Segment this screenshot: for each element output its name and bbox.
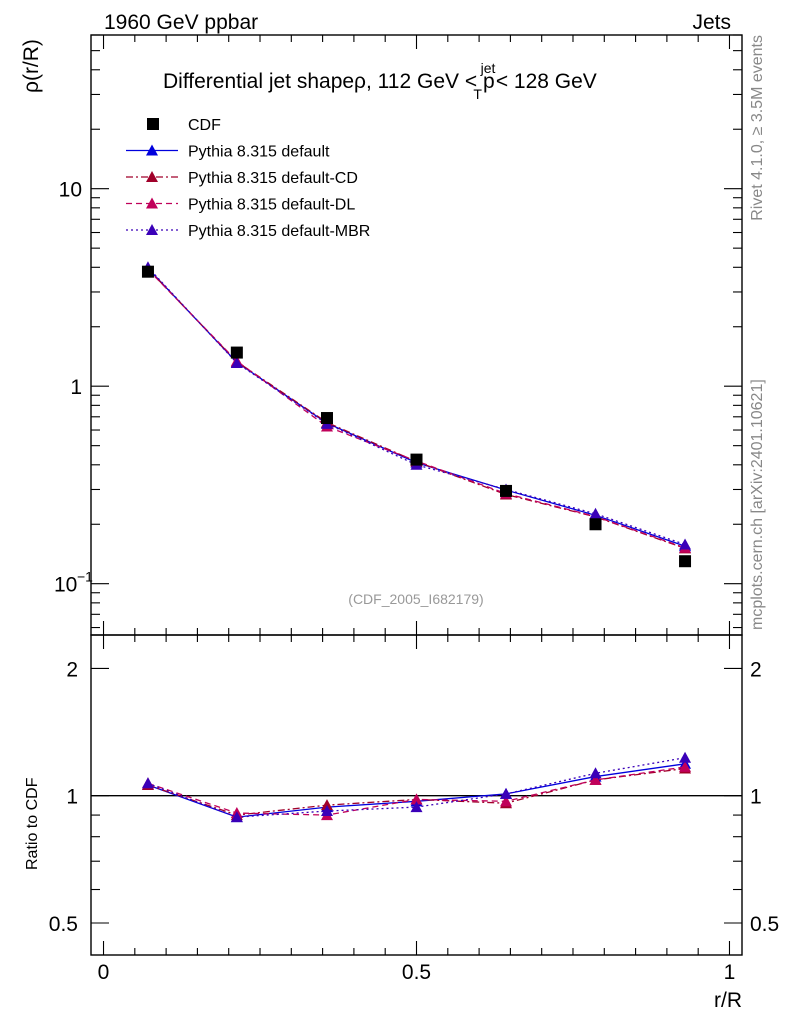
legend-item: Pythia 8.315 default-CD bbox=[126, 170, 358, 187]
series-pythia-8-315-default-mbr bbox=[141, 751, 692, 823]
series-marker bbox=[589, 767, 602, 779]
x-tick-label: 1 bbox=[724, 961, 736, 984]
x-tick-label: 0 bbox=[98, 961, 110, 984]
plot-title-main: Differential jet shapeρ, 112 GeV < p bbox=[163, 70, 495, 93]
series-marker bbox=[679, 538, 692, 550]
legend-label: Pythia 8.315 default bbox=[188, 144, 330, 161]
series-marker bbox=[500, 787, 513, 799]
series-marker bbox=[679, 751, 692, 763]
y-tick-label: 10 bbox=[59, 179, 82, 202]
cdf-data-point bbox=[589, 518, 602, 531]
series-line bbox=[147, 266, 686, 546]
ratio-y-tick-label-right: 2 bbox=[750, 658, 762, 681]
series-line bbox=[147, 268, 686, 549]
collision-label: 1960 GeV ppbar bbox=[104, 11, 258, 34]
legend-label: CDF bbox=[188, 117, 221, 134]
y-tick-label-exponent: −1 bbox=[77, 569, 93, 585]
series-line bbox=[147, 269, 686, 549]
legend-marker bbox=[146, 171, 158, 182]
y-tick-label: 10 bbox=[54, 574, 77, 597]
cdf-data-point bbox=[500, 484, 513, 497]
ratio-y-tick-label: 2 bbox=[66, 658, 78, 681]
plot-title-tail: < 128 GeV bbox=[490, 70, 597, 93]
legend-item: Pythia 8.315 default bbox=[126, 144, 330, 161]
ratio-y-tick-label: 1 bbox=[66, 786, 78, 809]
axis-ticks bbox=[91, 34, 742, 955]
legend: CDF Pythia 8.315 default Pythia 8.315 defa… bbox=[126, 117, 370, 240]
ratio-y-axis-title: Ratio to CDF bbox=[24, 777, 41, 870]
cdf-data-point bbox=[230, 346, 243, 359]
legend-marker bbox=[146, 197, 158, 209]
rivet-version-label: Rivet 4.1.0, ≥ 3.5M events bbox=[749, 35, 766, 221]
cdf-data-point bbox=[141, 265, 154, 278]
legend-marker bbox=[146, 224, 158, 235]
legend-item: Pythia 8.315 default-MBR bbox=[126, 223, 370, 240]
series-marker bbox=[500, 795, 513, 807]
legend-label: Pythia 8.315 default-CD bbox=[188, 170, 358, 187]
legend-label: Pythia 8.315 default-DL bbox=[188, 197, 355, 214]
series-marker bbox=[589, 507, 602, 519]
mcplots-reference-label: mcplots.cern.ch [arXiv:2401.10621] bbox=[749, 379, 766, 630]
cdf-data-point bbox=[410, 453, 423, 466]
ratio-y-tick-label-right: 0.5 bbox=[750, 913, 779, 936]
series-marker bbox=[320, 799, 333, 811]
legend-item: Pythia 8.315 default-DL bbox=[126, 197, 355, 214]
series-marker bbox=[410, 793, 423, 805]
plot-title-superscript: jet bbox=[480, 60, 496, 76]
cdf-data-point bbox=[679, 555, 692, 568]
legend-label: Pythia 8.315 default-MBR bbox=[188, 223, 370, 240]
ratio-y-tick-label: 0.5 bbox=[49, 913, 78, 936]
series-pythia-8-315-default-cd bbox=[141, 263, 692, 554]
x-tick-label: 0.5 bbox=[402, 961, 431, 984]
legend-marker bbox=[146, 144, 158, 156]
series-pythia-8-315-default bbox=[141, 262, 692, 552]
series-marker bbox=[410, 801, 423, 813]
series-pythia-8-315-default-dl bbox=[141, 263, 692, 553]
series-marker bbox=[589, 773, 602, 785]
series-marker bbox=[141, 777, 154, 789]
cdf-data-point bbox=[320, 412, 333, 425]
series-marker bbox=[679, 760, 692, 772]
y-tick-label: 1 bbox=[70, 376, 82, 399]
ratio-series bbox=[141, 751, 692, 823]
analysis-watermark: (CDF_2005_I682179) bbox=[348, 591, 483, 607]
series-line bbox=[147, 267, 686, 547]
main-y-axis-title: ρ(r/R) bbox=[20, 39, 43, 93]
series-marker bbox=[320, 805, 333, 817]
main-series bbox=[141, 261, 692, 568]
series-pythia-8-315-default-mbr bbox=[141, 261, 692, 550]
legend-item: CDF bbox=[147, 117, 221, 134]
plot-title-subscript: T bbox=[473, 86, 482, 102]
ratio-y-tick-label-right: 1 bbox=[750, 786, 762, 809]
series-cdf bbox=[141, 265, 692, 568]
series-marker bbox=[230, 811, 243, 823]
series-marker bbox=[230, 357, 243, 369]
x-axis-title: r/R bbox=[714, 989, 742, 1012]
plot-title: Differential jet shapeρ, 112 GeV < pjet T… bbox=[163, 60, 597, 102]
process-label: Jets bbox=[692, 11, 731, 34]
legend-marker bbox=[147, 118, 159, 130]
